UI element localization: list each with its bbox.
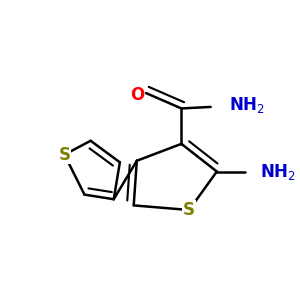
Text: O: O	[130, 85, 144, 103]
Text: NH$_2$: NH$_2$	[260, 161, 296, 182]
Text: NH$_2$: NH$_2$	[229, 95, 265, 116]
Text: S: S	[58, 146, 70, 164]
Text: S: S	[183, 201, 195, 219]
